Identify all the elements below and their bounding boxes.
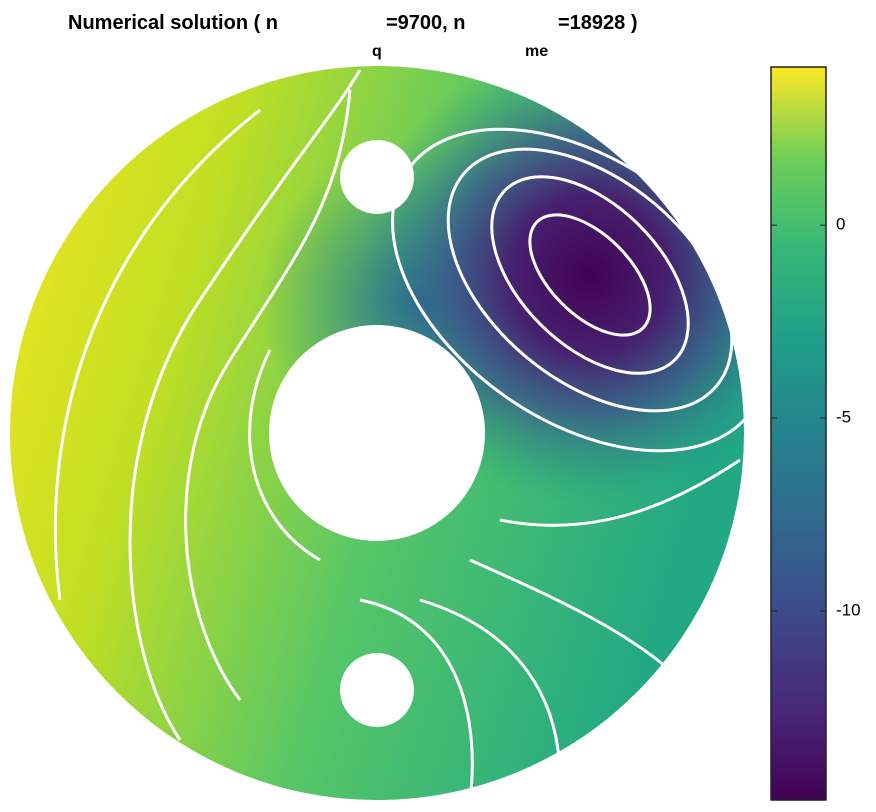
colorbar [770,66,827,801]
colorbar-tick-label: -5 [836,408,851,427]
colorbar-tick-label: -10 [836,600,861,619]
title: =18928 ) [558,12,638,34]
title: =9700, n [386,12,466,34]
title: Numerical solution ( n [68,12,278,34]
contours [53,69,769,801]
title-subscript: me [525,43,548,60]
colorbar-tick-label: 0 [836,215,845,234]
title-subscript: q [372,43,382,60]
field [0,60,769,810]
